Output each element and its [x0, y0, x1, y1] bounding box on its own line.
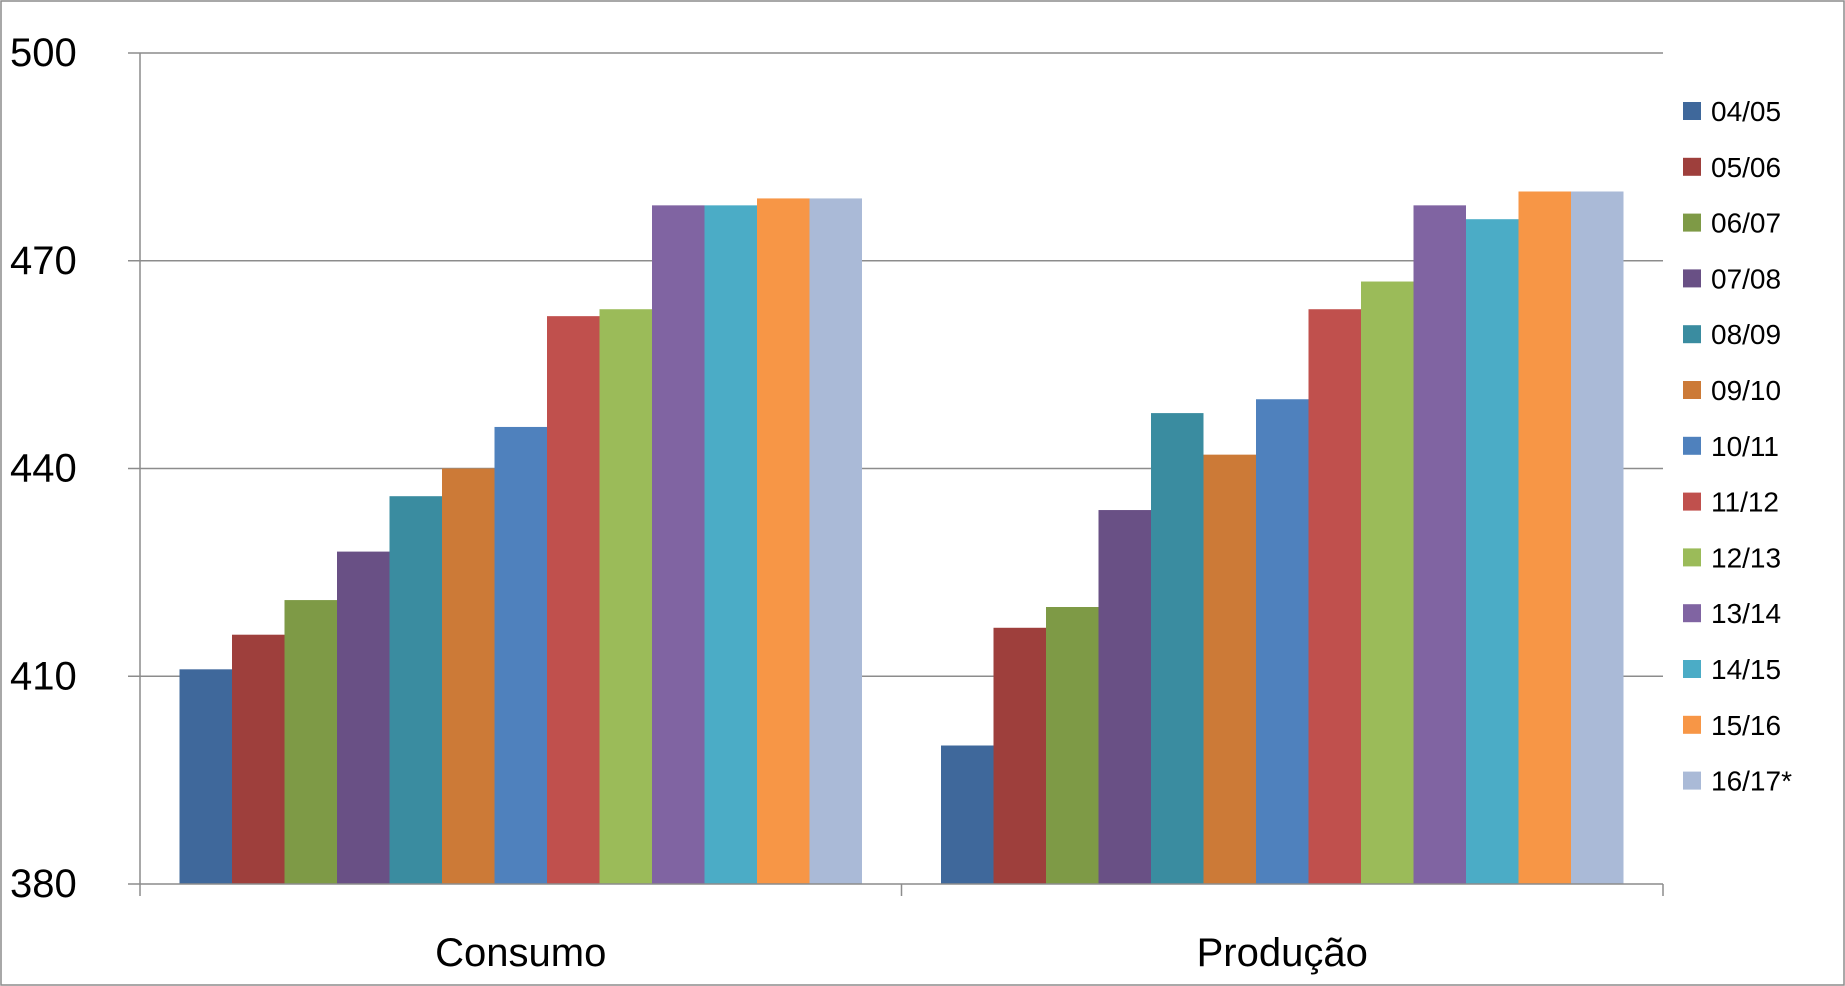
bar-1415-1: [1466, 219, 1519, 884]
bar-0708-1: [1098, 510, 1151, 884]
legend-swatch: [1683, 102, 1701, 120]
legend-swatch: [1683, 771, 1701, 790]
legend-label: 11/12: [1711, 487, 1779, 518]
y-tick-label: 440: [10, 447, 77, 491]
bar-0809-1: [1151, 413, 1204, 884]
bar-1213-0: [599, 309, 652, 885]
bar-1516-1: [1518, 191, 1571, 884]
legend: 04/05 05/06 06/07 07/08 08/09 09/10 10/11 11/12…: [1683, 96, 1792, 797]
legend-label: 04/05: [1711, 96, 1781, 127]
axes: 380 410 440 470 500 Consumo Produção: [10, 31, 1664, 975]
bar-0708-0: [337, 551, 390, 884]
bars-group: [179, 191, 1624, 885]
legend-swatch: [1683, 325, 1701, 344]
legend-label: 15/16: [1711, 710, 1781, 741]
bar-0405-1: [941, 745, 994, 884]
y-tick-label: 470: [10, 239, 77, 283]
bar-0809-0: [389, 496, 442, 884]
bar-0607-1: [1046, 607, 1099, 884]
legend-swatch: [1683, 436, 1701, 455]
legend-swatch: [1683, 269, 1701, 288]
bar-1314-0: [652, 205, 705, 885]
bar-0607-0: [284, 600, 337, 884]
legend-swatch: [1683, 213, 1701, 232]
legend-label: 16/17*: [1711, 766, 1792, 797]
bar-0910-1: [1203, 454, 1256, 884]
bar-1213-1: [1361, 281, 1414, 884]
legend-swatch: [1683, 381, 1701, 399]
legend-swatch: [1683, 715, 1701, 734]
legend-label: 14/15: [1711, 654, 1781, 685]
legend-label: 09/10: [1711, 375, 1781, 406]
legend-swatch: [1683, 660, 1701, 678]
bar-1011-0: [494, 426, 547, 884]
bar-1415-0: [704, 205, 757, 885]
bar-1516-0: [757, 198, 810, 885]
x-tick-label: Produção: [1197, 931, 1368, 975]
bar-0405-0: [179, 669, 232, 884]
bar-1112-0: [547, 316, 600, 884]
bar-1011-1: [1256, 399, 1309, 884]
bar-1314-1: [1413, 205, 1466, 885]
y-tick-label: 500: [10, 31, 77, 75]
legend-label: 10/11: [1711, 431, 1779, 462]
bar-0910-0: [442, 468, 495, 884]
legend-label: 06/07: [1711, 208, 1781, 239]
bar-1112-1: [1308, 309, 1361, 885]
legend-swatch: [1683, 548, 1701, 567]
legend-swatch: [1683, 604, 1701, 623]
legend-label: 12/13: [1711, 542, 1781, 573]
legend-label: 08/09: [1711, 319, 1781, 350]
y-tick-label: 410: [10, 654, 77, 698]
legend-label: 13/14: [1711, 598, 1781, 629]
bar-0506-1: [993, 627, 1046, 884]
bar-0506-0: [232, 634, 285, 884]
x-tick-label: Consumo: [435, 931, 606, 975]
legend-label: 05/06: [1711, 152, 1781, 183]
y-tick-label: 380: [10, 862, 77, 906]
bar-1617-0: [809, 198, 862, 885]
bar-1617-1: [1571, 191, 1624, 884]
legend-swatch: [1683, 157, 1701, 176]
legend-swatch: [1683, 492, 1701, 511]
legend-label: 07/08: [1711, 263, 1781, 294]
